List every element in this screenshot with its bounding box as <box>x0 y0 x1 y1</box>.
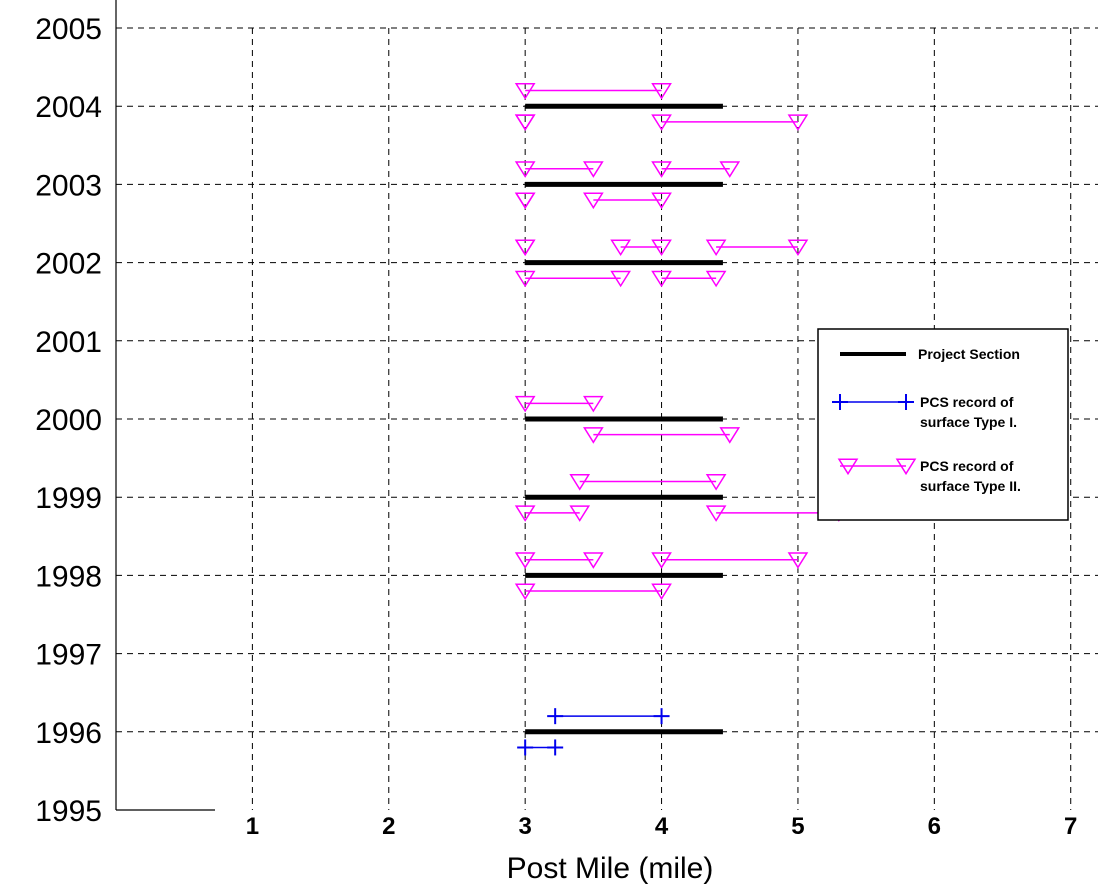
triangle-down-marker <box>651 552 672 569</box>
x-tick-label: 5 <box>791 813 804 840</box>
y-tick-label: 2005 <box>35 13 102 46</box>
triangle-down-marker <box>787 114 809 131</box>
triangle-down-marker <box>514 114 536 131</box>
triangle-down-marker <box>514 552 536 569</box>
triangle-down-marker <box>569 474 591 491</box>
triangle-down-marker <box>610 239 631 257</box>
y-tick-labels: 1995 1996 1997 1998 1999 2000 2001 2002 2003 2004… <box>35 13 102 828</box>
triangle-down-marker <box>651 114 672 131</box>
x-tick-label: 2 <box>382 813 395 840</box>
triangle-down-marker <box>651 83 672 100</box>
x-tick-label: 4 <box>655 813 669 840</box>
plus-marker <box>653 708 670 725</box>
y-tick-label: 1999 <box>35 482 102 515</box>
y-tick-label: 1997 <box>35 639 102 672</box>
plus-marker <box>832 394 848 410</box>
triangle-down-marker <box>514 395 536 413</box>
triangle-down-marker <box>787 552 809 569</box>
x-tick-label: 3 <box>518 813 531 840</box>
triangle-down-marker <box>705 270 727 288</box>
legend-label-line2: surface Type I. <box>920 414 1017 430</box>
triangle-down-marker <box>705 505 727 522</box>
triangle-down-marker <box>837 458 859 476</box>
triangle-down-marker <box>895 458 917 476</box>
triangle-down-marker <box>583 192 604 210</box>
x-tick-label: 7 <box>1064 813 1077 840</box>
legend-items: Project Section PCS record of surface Type… <box>832 346 1021 494</box>
triangle-down-marker <box>705 239 727 257</box>
triangle-down-marker <box>705 474 727 491</box>
legend-label-line2: surface Type II. <box>920 478 1021 494</box>
triangle-down-marker <box>651 161 672 178</box>
triangle-down-marker <box>514 192 536 210</box>
triangle-down-marker <box>583 552 604 569</box>
plus-marker <box>547 739 564 756</box>
triangle-down-marker <box>583 395 604 413</box>
y-tick-label: 2004 <box>35 91 102 124</box>
triangle-down-marker <box>651 583 672 601</box>
plot-area <box>514 83 850 756</box>
legend-label: PCS record of <box>920 458 1014 474</box>
legend-label: Project Section <box>918 346 1020 362</box>
triangle-down-marker <box>719 427 741 444</box>
series-project_section <box>525 103 723 735</box>
triangle-down-marker <box>719 161 741 178</box>
triangle-down-marker <box>651 239 672 257</box>
triangle-down-marker <box>787 239 809 257</box>
triangle-down-marker <box>514 83 536 100</box>
y-tick-label: 1998 <box>35 560 102 593</box>
triangle-down-marker <box>569 505 591 522</box>
triangle-down-marker <box>514 583 536 601</box>
plus-marker <box>547 708 564 725</box>
legend-box <box>817 328 1069 521</box>
y-tick-label: 2000 <box>35 404 102 437</box>
plus-marker <box>517 739 534 756</box>
triangle-down-marker <box>651 192 672 210</box>
triangle-down-marker <box>610 270 631 288</box>
plus-marker <box>898 394 914 410</box>
y-tick-label: 2002 <box>35 248 102 281</box>
axes <box>115 0 215 811</box>
triangle-down-marker <box>651 270 672 288</box>
triangle-down-marker <box>583 161 604 178</box>
x-tick-labels: 1 2 3 4 5 6 7 <box>246 813 1078 840</box>
x-tick-label: 6 <box>928 813 941 840</box>
legend-label: PCS record of <box>920 394 1014 410</box>
y-tick-label: 2003 <box>35 169 102 202</box>
triangle-down-marker <box>514 239 536 257</box>
legend: Project Section PCS record of surface Type… <box>817 328 1069 521</box>
triangle-down-marker <box>514 505 536 522</box>
series-type1 <box>517 708 670 756</box>
legend-item-type2: PCS record of surface Type II. <box>837 458 1021 494</box>
y-tick-label: 1996 <box>35 717 102 750</box>
triangle-down-marker <box>583 427 604 444</box>
series-type2 <box>514 83 850 601</box>
x-axis-label: Post Mile (mile) <box>507 852 714 885</box>
legend-item-type1: PCS record of surface Type I. <box>832 394 1017 430</box>
y-tick-label: 2001 <box>35 326 102 359</box>
x-tick-label: 1 <box>246 813 259 840</box>
triangle-down-marker <box>514 270 536 288</box>
triangle-down-marker <box>514 161 536 178</box>
y-tick-label: 1995 <box>35 795 102 828</box>
legend-item-project_section: Project Section <box>840 346 1020 362</box>
